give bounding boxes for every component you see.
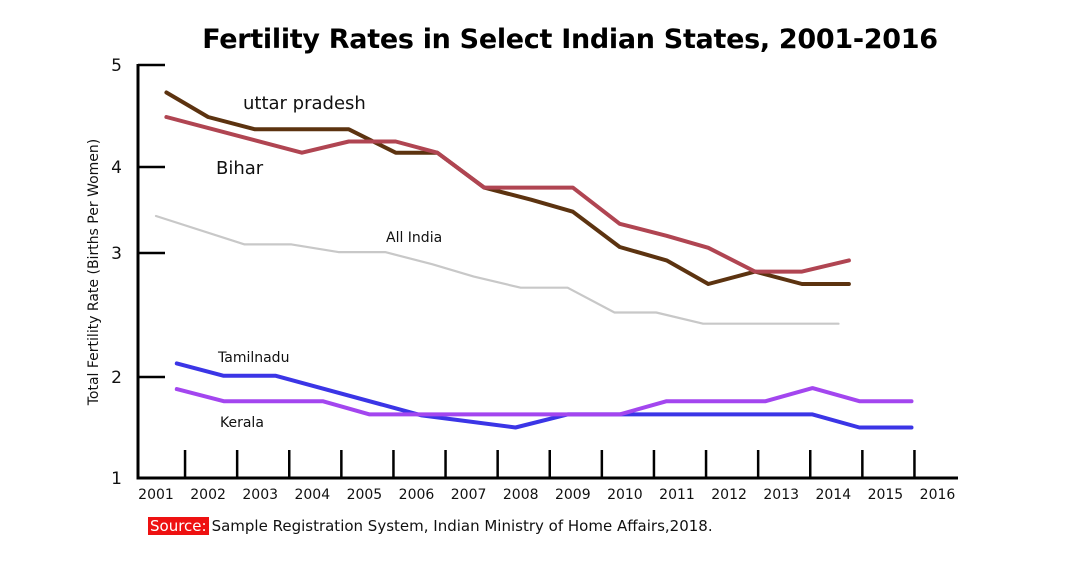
y-tick-label: 2 <box>111 368 122 388</box>
source-text: Sample Registration System, Indian Minis… <box>211 517 713 535</box>
x-tick-label: 2010 <box>607 487 643 503</box>
x-tick-label: 2016 <box>920 487 956 503</box>
y-axis-title: Total Fertility Rate (Births Per Women) <box>86 139 102 407</box>
series-labels: uttar pradesh Bihar All India Tamilnadu Kera… <box>216 93 442 431</box>
series-line-kerala <box>174 386 914 417</box>
series-label-tamilnadu: Tamilnadu <box>217 350 289 366</box>
y-tick-label: 5 <box>111 56 122 76</box>
series-label-bihar: Bihar <box>216 158 264 179</box>
x-tick-label: 2005 <box>347 487 383 503</box>
series-line-tamilnadu <box>174 361 914 430</box>
x-tick-label: 2002 <box>190 487 226 503</box>
x-tick-label: 2004 <box>294 487 330 503</box>
source-tag: Source: <box>148 517 209 535</box>
x-tick-label: 2011 <box>659 487 695 503</box>
series-line-uttar-pradesh <box>164 90 851 286</box>
series-label-uttar-pradesh: uttar pradesh <box>243 93 366 114</box>
y-tick-label: 4 <box>111 158 122 178</box>
x-tick-label: 2006 <box>399 487 435 503</box>
axes: 1 2 3 4 5 2001 2002 2003 2004 2005 2006 2007 2008 200… <box>111 56 958 503</box>
x-tick-label: 2003 <box>242 487 278 503</box>
y-tick-label: 3 <box>111 244 122 264</box>
series-label-kerala: Kerala <box>220 415 264 431</box>
x-tick-label: 2015 <box>868 487 904 503</box>
y-tick-label: 1 <box>111 469 122 489</box>
x-tick-label: 2007 <box>451 487 487 503</box>
x-tick-label: 2008 <box>503 487 539 503</box>
x-tick-label: 2014 <box>815 487 851 503</box>
source-note: Source: Sample Registration System, India… <box>148 517 713 535</box>
series-line-all-india <box>154 214 840 325</box>
chart-title: Fertility Rates in Select Indian States,… <box>202 24 938 55</box>
x-tick-label: 2009 <box>555 487 591 503</box>
x-tick-label: 2012 <box>711 487 747 503</box>
x-tick-label: 2001 <box>138 487 174 503</box>
series-line-bihar <box>164 115 851 274</box>
series-lines <box>154 90 914 430</box>
x-tick-label: 2013 <box>763 487 799 503</box>
series-label-all-india: All India <box>386 230 442 246</box>
